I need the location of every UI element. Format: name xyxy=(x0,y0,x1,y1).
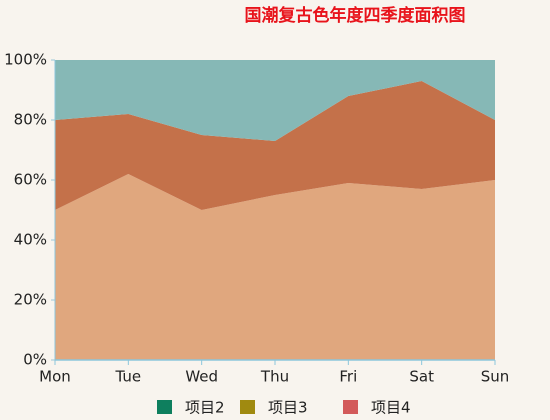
x-tick-label: Thu xyxy=(260,368,289,386)
legend-swatch[interactable] xyxy=(343,400,358,414)
area xyxy=(55,81,495,210)
legend-swatch[interactable] xyxy=(240,400,255,414)
x-tick-label: Sun xyxy=(481,368,510,386)
legend-swatch[interactable] xyxy=(157,400,172,414)
legend-label[interactable]: 项目4 xyxy=(371,399,411,417)
y-tick-label: 80% xyxy=(14,111,47,129)
legend-label[interactable]: 项目3 xyxy=(268,399,308,417)
area xyxy=(55,60,495,141)
y-tick-label: 20% xyxy=(14,291,47,309)
y-tick-label: 0% xyxy=(23,351,47,369)
y-tick-label: 60% xyxy=(14,171,47,189)
x-tick-label: Wed xyxy=(185,368,218,386)
y-tick-label: 100% xyxy=(4,51,47,69)
chart-title: 国潮复古色年度四季度面积图 xyxy=(245,5,466,26)
legend-label[interactable]: 项目2 xyxy=(185,399,225,417)
x-tick-label: Mon xyxy=(39,368,71,386)
x-tick-label: Tue xyxy=(115,368,142,386)
x-tick-label: Sat xyxy=(409,368,434,386)
y-tick-label: 40% xyxy=(14,231,47,249)
area xyxy=(55,174,495,360)
x-tick-label: Fri xyxy=(339,368,357,386)
